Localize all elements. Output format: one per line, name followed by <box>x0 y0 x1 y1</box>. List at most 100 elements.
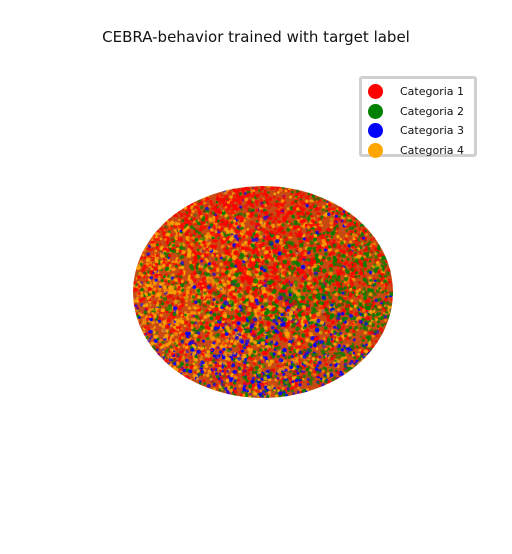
scatter-point <box>254 222 258 227</box>
scatter-point <box>222 347 226 352</box>
scatter-point <box>165 300 170 305</box>
scatter-point <box>276 324 282 330</box>
scatter-point <box>332 239 336 243</box>
scatter-point <box>187 306 192 310</box>
scatter-point <box>265 196 268 200</box>
scatter-point <box>196 288 201 293</box>
scatter-point <box>306 387 310 391</box>
scatter-point <box>342 353 346 358</box>
scatter-point <box>322 358 327 362</box>
scatter-point <box>242 354 247 359</box>
scatter-point <box>292 271 297 276</box>
scatter-point <box>184 313 187 317</box>
scatter-point <box>308 348 313 353</box>
scatter-point <box>312 237 317 242</box>
scatter-point <box>154 232 159 236</box>
scatter-point <box>215 383 219 387</box>
scatter-point <box>346 213 349 217</box>
scatter-point <box>149 329 153 334</box>
scatter-point <box>202 281 207 286</box>
scatter-point <box>338 291 342 294</box>
scatter-point <box>229 339 234 343</box>
scatter-point <box>166 248 170 252</box>
scatter-point <box>189 290 192 294</box>
scatter-point <box>237 366 242 371</box>
scatter-point <box>327 319 331 322</box>
scatter-point <box>386 311 389 314</box>
scatter-point <box>327 203 331 207</box>
scatter-point <box>297 215 301 220</box>
scatter-point <box>175 344 179 347</box>
scatter-point <box>207 262 212 266</box>
scatter-point <box>331 299 335 304</box>
scatter-point <box>142 304 145 307</box>
scatter-point <box>338 336 343 342</box>
scatter-point <box>176 292 179 295</box>
scatter-point <box>268 186 271 188</box>
scatter-point <box>218 388 222 392</box>
scatter-point <box>273 244 277 248</box>
scatter-point <box>368 259 372 263</box>
scatter-point <box>245 395 248 398</box>
scatter-point <box>349 287 353 291</box>
scatter-point <box>246 363 250 367</box>
scatter-point <box>191 205 194 208</box>
scatter-point <box>178 260 181 263</box>
scatter-point <box>367 312 371 316</box>
scatter-point <box>332 260 336 264</box>
scatter-point <box>366 316 371 321</box>
scatter-point <box>139 283 143 286</box>
scatter-point <box>196 299 202 304</box>
scatter-point <box>223 300 229 306</box>
scatter-point <box>194 371 198 375</box>
scatter-point <box>177 277 182 282</box>
scatter-point <box>184 281 188 285</box>
scatter-point <box>212 219 216 222</box>
scatter-point <box>279 307 285 313</box>
scatter-point <box>316 357 320 361</box>
scatter-point <box>309 382 313 386</box>
scatter-point <box>277 255 282 260</box>
scatter-point <box>289 370 292 374</box>
scatter-point <box>162 296 168 301</box>
scatter-point <box>350 271 355 276</box>
scatter-point <box>353 221 357 225</box>
scatter-point <box>363 255 367 259</box>
scatter-point <box>249 336 254 340</box>
scatter-point <box>194 338 198 342</box>
scatter-point <box>223 261 228 266</box>
scatter-point <box>234 328 238 333</box>
scatter-point <box>284 301 290 307</box>
scatter-point <box>281 207 285 212</box>
scatter-point <box>206 279 211 284</box>
scatter-point <box>308 363 311 366</box>
scatter-point <box>278 241 283 245</box>
scatter-point <box>187 209 192 213</box>
scatter-point <box>312 342 318 348</box>
scatter-point <box>158 297 162 301</box>
scatter-point <box>265 360 269 364</box>
scatter-point <box>174 346 178 351</box>
scatter-point <box>145 307 149 311</box>
scatter-point <box>192 373 197 378</box>
scatter-point <box>290 266 295 271</box>
scatter-point <box>247 246 252 252</box>
scatter-point <box>312 363 317 368</box>
scatter-point <box>289 283 293 287</box>
scatter-point <box>168 264 172 268</box>
scatter-point <box>235 366 239 370</box>
scatter-point <box>256 331 261 336</box>
scatter-point <box>334 359 337 363</box>
scatter-point <box>214 249 218 254</box>
scatter-point <box>212 215 216 220</box>
scatter-point <box>384 319 387 322</box>
scatter-point <box>322 337 327 341</box>
scatter-point <box>184 232 189 237</box>
scatter-point <box>382 269 385 272</box>
scatter-point <box>339 319 342 323</box>
scatter-point <box>168 363 172 367</box>
scatter-point <box>175 296 180 301</box>
scatter-point <box>253 373 257 377</box>
scatter-point <box>173 331 179 336</box>
scatter-point <box>318 281 323 286</box>
